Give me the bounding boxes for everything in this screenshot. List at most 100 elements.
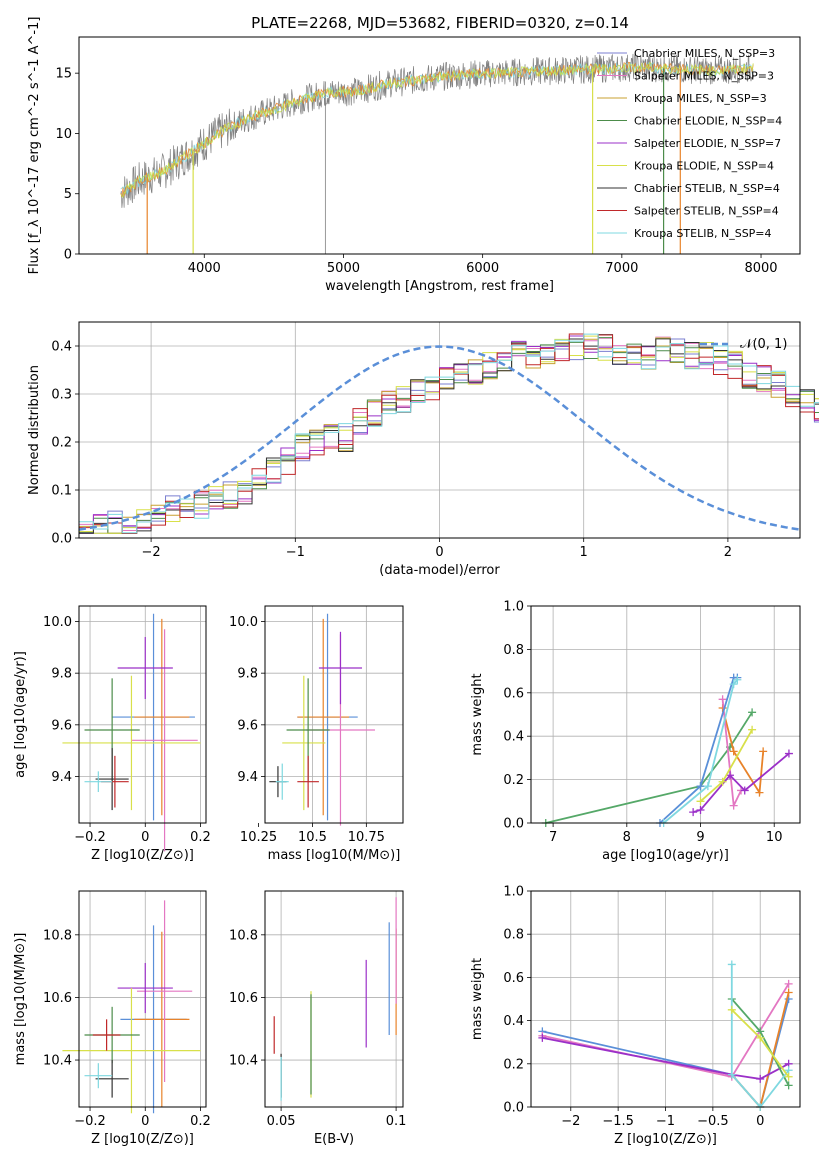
x-tick-label: 0.05 bbox=[267, 1114, 296, 1129]
weight-point-marker bbox=[784, 979, 793, 988]
weight-point-marker bbox=[756, 1033, 765, 1042]
y-tick-label: 0.2 bbox=[51, 436, 72, 451]
residuals-frame bbox=[78, 321, 801, 539]
weight-vs-z-ylabel: mass weight bbox=[470, 958, 485, 1040]
legend-label: Salpeter MILES, N_SSP=3 bbox=[634, 70, 774, 83]
mass-vs-z-frame bbox=[78, 890, 207, 1108]
weight-point-marker bbox=[759, 747, 768, 756]
x-tick-label: −1 bbox=[286, 545, 305, 560]
x-tick-label: 9 bbox=[696, 830, 704, 845]
y-tick-label: 0.6 bbox=[503, 686, 524, 701]
x-tick-label: 4000 bbox=[188, 261, 221, 276]
y-tick-label: 10.0 bbox=[229, 615, 258, 630]
weight-vs-age-xlabel: age [log10(age/yr)] bbox=[602, 848, 729, 863]
weight-series-line bbox=[542, 1037, 790, 1080]
spectrum-lines bbox=[120, 53, 755, 254]
x-tick-label: 0 bbox=[435, 545, 443, 560]
legend-label: Salpeter STELIB, N_SSP=4 bbox=[634, 205, 779, 218]
weight-vs-z-xlabel: Z [log10(Z/Z⊙)] bbox=[614, 1132, 717, 1147]
weight-point-marker bbox=[784, 1072, 793, 1081]
y-tick-label: 0.0 bbox=[51, 532, 72, 547]
y-tick-label: 0.2 bbox=[503, 773, 524, 788]
weight-vs-age-axes: 7 8 9 10 0.0 0.2 0.4 0.6 0.8 1.0 age [log10(age/yr… bbox=[470, 600, 800, 863]
x-tick-label: 0 bbox=[141, 830, 149, 845]
y-tick-label: 9.4 bbox=[237, 770, 258, 785]
weight-point-marker bbox=[755, 788, 764, 797]
weight-series-line bbox=[663, 679, 739, 824]
mass-vs-ebv-xlabel: E(B-V) bbox=[314, 1132, 354, 1147]
age-vs-z-axes: −0.2 0 0.2 9.4 9.6 9.8 10.0 Z [log10(Z/Z⊙)] age … bbox=[13, 606, 211, 863]
y-tick-label: 10.6 bbox=[229, 991, 258, 1006]
legend-label: Kroupa STELIB, N_SSP=4 bbox=[634, 227, 772, 240]
y-tick-label: 0.8 bbox=[503, 928, 524, 943]
weight-series-line bbox=[545, 711, 753, 824]
normal-curve-line bbox=[78, 345, 801, 531]
weight-point-marker bbox=[727, 1005, 736, 1014]
weight-point-marker bbox=[784, 1081, 793, 1090]
x-tick-label: 1 bbox=[580, 545, 588, 560]
y-tick-label: 0.1 bbox=[51, 484, 72, 499]
weight-point-marker bbox=[748, 725, 757, 734]
age-vs-mass-axes: 10.25 10.5 10.75 9.4 9.6 9.8 10.0 mass [log10(M… bbox=[229, 606, 403, 863]
y-tick-label: 0.0 bbox=[503, 817, 524, 832]
legend-label: Chabrier MILES, N_SSP=3 bbox=[634, 47, 775, 60]
x-tick-label: 7 bbox=[549, 830, 557, 845]
x-tick-label: −2 bbox=[142, 545, 161, 560]
weight-point-marker bbox=[718, 695, 727, 704]
weight-point-marker bbox=[784, 749, 793, 758]
y-tick-label: 10.8 bbox=[43, 928, 72, 943]
weight-point-marker bbox=[718, 777, 727, 786]
x-tick-label: 2 bbox=[724, 545, 732, 560]
histogram-step-line bbox=[79, 334, 819, 534]
weight-point-marker bbox=[784, 988, 793, 997]
y-tick-label: 10.6 bbox=[43, 991, 72, 1006]
y-tick-label: 9.4 bbox=[51, 770, 72, 785]
residuals-axes: −2 −1 0 1 2 0.0 0.1 0.2 0.3 0.4 (data-model)/error… bbox=[27, 322, 800, 578]
x-tick-label: 6000 bbox=[466, 261, 499, 276]
x-tick-label: 10 bbox=[766, 830, 783, 845]
x-tick-label: 0.2 bbox=[190, 1114, 211, 1129]
age-vs-z-xlabel: Z [log10(Z/Z⊙)] bbox=[91, 848, 194, 863]
weight-point-marker bbox=[696, 782, 705, 791]
y-tick-label: 0.4 bbox=[51, 340, 72, 355]
weight-point-marker bbox=[729, 801, 738, 810]
y-tick-label: 0.6 bbox=[503, 971, 524, 986]
histogram-step-line bbox=[79, 333, 819, 534]
age-vs-mass-frame bbox=[264, 605, 404, 824]
weight-point-marker bbox=[748, 708, 757, 717]
y-tick-label: 10.0 bbox=[43, 615, 72, 630]
age-vs-z-points bbox=[62, 613, 201, 852]
weight-point-marker bbox=[756, 1074, 765, 1083]
weight-point-marker bbox=[727, 960, 736, 969]
y-tick-label: 9.8 bbox=[51, 667, 72, 682]
y-tick-label: 0.4 bbox=[503, 1014, 524, 1029]
y-tick-label: 15 bbox=[55, 67, 72, 82]
histogram-series bbox=[78, 333, 819, 534]
y-tick-label: 10.8 bbox=[229, 928, 258, 943]
y-tick-label: 10 bbox=[55, 127, 72, 142]
y-tick-label: 10.4 bbox=[43, 1054, 72, 1069]
spectrum-ylabel: Flux [f_λ 10^-17 erg cm^-2 s^-1 A^-1] bbox=[27, 17, 42, 275]
residual-legend: 𝒩(0, 1) bbox=[700, 337, 787, 352]
residuals-ylabel: Normed distribution bbox=[27, 365, 42, 495]
weight-point-marker bbox=[538, 1033, 547, 1042]
weight-point-marker bbox=[729, 680, 738, 689]
x-tick-label: 10.75 bbox=[348, 830, 385, 845]
y-tick-label: 0.8 bbox=[503, 643, 524, 658]
legend-label: Chabrier ELODIE, N_SSP=4 bbox=[634, 115, 782, 128]
weight-point-marker bbox=[740, 786, 749, 795]
x-tick-label: 8 bbox=[623, 830, 631, 845]
weight-vs-age-ylabel: mass weight bbox=[470, 673, 485, 755]
weight-point-marker bbox=[696, 797, 705, 806]
weight-point-marker bbox=[733, 675, 742, 684]
y-tick-label: 0 bbox=[64, 248, 72, 263]
spectrum-title: PLATE=2268, MJD=53682, FIBERID=0320, z=0… bbox=[251, 14, 629, 32]
spectrum-legend: Chabrier MILES, N_SSP=3 Salpeter MILES, N… bbox=[597, 47, 782, 240]
x-tick-label: 7000 bbox=[605, 261, 638, 276]
y-tick-label: 9.6 bbox=[237, 718, 258, 733]
y-tick-label: 5 bbox=[64, 187, 72, 202]
weight-series-line bbox=[730, 964, 790, 1109]
age-vs-z-ylabel: age [log10(age/yr)] bbox=[13, 651, 28, 778]
legend-label: Kroupa MILES, N_SSP=3 bbox=[634, 92, 767, 105]
